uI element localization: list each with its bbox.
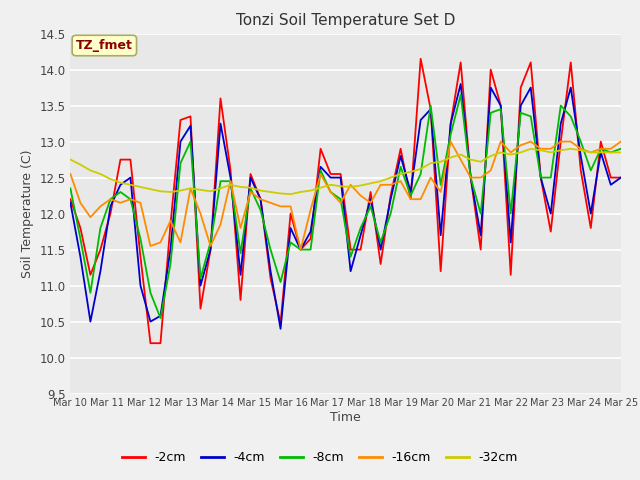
Legend: -2cm, -4cm, -8cm, -16cm, -32cm: -2cm, -4cm, -8cm, -16cm, -32cm xyxy=(117,446,523,469)
Text: TZ_fmet: TZ_fmet xyxy=(76,39,132,52)
X-axis label: Time: Time xyxy=(330,411,361,424)
Y-axis label: Soil Temperature (C): Soil Temperature (C) xyxy=(21,149,34,278)
Title: Tonzi Soil Temperature Set D: Tonzi Soil Temperature Set D xyxy=(236,13,455,28)
